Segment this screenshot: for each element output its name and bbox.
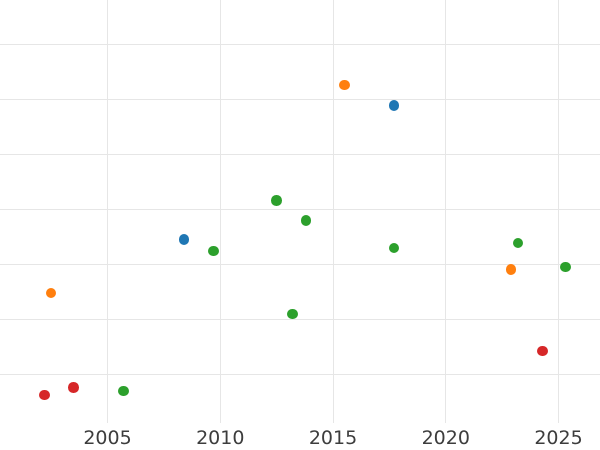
data-point-red-series (68, 382, 79, 393)
horizontal-gridline (0, 98, 600, 100)
data-point-orange-series (339, 79, 350, 91)
data-point-red-series (537, 345, 548, 357)
data-point-orange-series (505, 264, 517, 275)
data-point-green-series (388, 242, 400, 254)
x-tick-label: 2015 (308, 427, 358, 449)
data-point-blue-series (178, 234, 190, 245)
data-point-green-series (300, 215, 312, 226)
vertical-gridline (332, 0, 334, 424)
horizontal-gridline (0, 373, 600, 375)
data-point-red-series (39, 389, 50, 401)
data-point-green-series (271, 195, 282, 206)
data-point-green-series (287, 308, 298, 320)
horizontal-gridline (0, 153, 600, 155)
x-tick-label: 2010 (196, 427, 245, 449)
data-point-orange-series (45, 287, 57, 299)
data-point-green-series (118, 385, 129, 397)
horizontal-gridline (0, 43, 600, 45)
x-tick-label: 2020 (421, 427, 470, 449)
x-tick-label: 2005 (83, 427, 132, 449)
data-point-green-series (208, 245, 219, 257)
horizontal-gridline (0, 208, 600, 210)
x-tick-label: 2025 (534, 427, 583, 449)
data-point-green-series (560, 261, 571, 273)
vertical-gridline (107, 0, 108, 424)
data-point-blue-series (388, 100, 400, 111)
vertical-gridline (558, 0, 559, 424)
vertical-gridline (445, 0, 447, 424)
horizontal-gridline (0, 263, 600, 265)
vertical-gridline (219, 0, 221, 424)
data-point-green-series (512, 237, 524, 249)
horizontal-gridline (0, 318, 600, 320)
